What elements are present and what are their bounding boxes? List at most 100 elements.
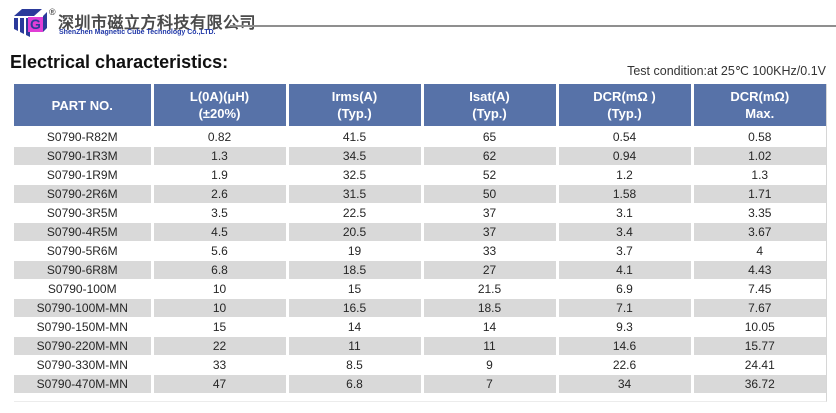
part-no-cell: S0790-470M-MN	[14, 374, 152, 394]
part-no-cell: S0790-1R9M	[46, 168, 118, 182]
col-header-sub: (±20%)	[198, 106, 241, 121]
part-no-cell: S0790-6R8M	[14, 260, 152, 280]
value-cell: 20.5	[285, 222, 422, 242]
value-cell: 27	[420, 260, 557, 280]
value-cell: 14	[420, 317, 557, 337]
table-row: S0790-5R6M 5.6 19 33 3.7 4	[14, 241, 826, 261]
value-cell: 8.5	[285, 355, 422, 375]
col-header-sub: (Typ.)	[472, 106, 507, 121]
value-cell: 6.9	[555, 279, 692, 299]
part-no-cell: S0790-100M	[47, 282, 117, 296]
value-cell: 7.67	[690, 298, 826, 318]
company-name-chinese: 深圳市磁立方科技有限公司	[58, 15, 257, 32]
value-cell: 9	[420, 355, 557, 375]
value-cell: 10.05	[690, 317, 826, 337]
electrical-characteristics-table-wrap: PART NO. L(0A)(μH) (±20%) Irms(A) (Typ.) I…	[14, 84, 827, 402]
value-cell: 7.1	[555, 298, 692, 318]
part-no-cell: S0790-330M-MN	[36, 358, 128, 372]
value-cell: 7	[420, 374, 557, 394]
value-cell: 14.6	[555, 336, 692, 356]
value-cell: 4.5	[150, 222, 287, 242]
value-cell: 5.6	[150, 241, 287, 261]
value-cell: 0.54	[555, 127, 692, 147]
value-cell: 4.1	[555, 260, 692, 280]
value-cell: 1.3	[150, 146, 287, 166]
value-cell: 65	[420, 127, 557, 147]
value-cell: 62	[420, 146, 557, 166]
value-cell: 10	[150, 279, 287, 299]
value-cell: 32.5	[285, 165, 422, 185]
part-no-cell: S0790-R82M	[46, 130, 118, 144]
col-header-label: Irms(A)	[331, 89, 378, 104]
value-cell: 18.5	[420, 298, 557, 318]
col-header-sub: (Typ.)	[337, 106, 372, 121]
test-condition-note: Test condition:at 25℃ 100KHz/0.1V	[627, 64, 826, 78]
value-cell: 3.5	[150, 203, 287, 223]
value-cell: 24.41	[690, 355, 826, 375]
value-cell: 22.6	[555, 355, 692, 375]
col-header-label: DCR(mΩ)	[730, 89, 790, 104]
col-header-inductance: L(0A)(μH) (±20%)	[150, 84, 287, 128]
part-no-cell: S0790-5R6M	[46, 244, 118, 258]
value-cell: 3.67	[690, 222, 826, 242]
col-header-sub: Max.	[745, 106, 775, 121]
value-cell: 33	[420, 241, 557, 261]
value-cell: 1.71	[690, 184, 826, 204]
value-cell: 4	[690, 241, 826, 261]
company-name-english: ShenZhen Magnetic Cube Technology Co.,LT…	[59, 29, 216, 36]
value-cell: 19	[285, 241, 422, 261]
col-header-label: PART NO.	[51, 97, 113, 113]
table-row: S0790-150M-MN 15 14 14 9.3 10.05	[14, 317, 826, 337]
table-row: S0790-3R5M 3.5 22.5 37 3.1 3.35	[14, 203, 826, 223]
part-no-cell: S0790-4R5M	[14, 222, 152, 242]
col-header-sub: (Typ.)	[607, 106, 642, 121]
value-cell: 6.8	[285, 374, 422, 394]
table-row: S0790-2R6M 2.6 31.5 50 1.58 1.71	[14, 184, 826, 204]
value-cell: 1.58	[555, 184, 692, 204]
header-divider-line	[230, 25, 836, 27]
value-cell: 37	[420, 203, 557, 223]
table-row: S0790-100M 10 15 21.5 6.9 7.45	[14, 279, 826, 299]
value-cell: 14	[285, 317, 422, 337]
table-row: S0790-6R8M 6.8 18.5 27 4.1 4.43	[14, 260, 826, 280]
col-header-dcr-typ: DCR(mΩ ) (Typ.)	[555, 84, 692, 128]
value-cell: 4.43	[690, 260, 826, 280]
value-cell: 0.58	[690, 127, 826, 147]
col-header-dcr-max: DCR(mΩ) Max.	[690, 84, 826, 128]
value-cell: 52	[420, 165, 557, 185]
value-cell: 9.3	[555, 317, 692, 337]
table-row: S0790-R82M 0.82 41.5 65 0.54 0.58	[14, 127, 826, 147]
value-cell: 21.5	[420, 279, 557, 299]
part-no-cell: S0790-150M-MN	[36, 320, 128, 334]
registered-trademark-symbol: ®	[49, 7, 56, 17]
value-cell: 22.5	[285, 203, 422, 223]
table-body: S0790-R82M 0.82 41.5 65 0.54 0.58 S0790-1R3M 1.…	[14, 127, 826, 394]
col-header-label: DCR(mΩ )	[593, 89, 656, 104]
page-title: Electrical characteristics:	[10, 52, 229, 72]
electrical-characteristics-table: PART NO. L(0A)(μH) (±20%) Irms(A) (Typ.) I…	[14, 84, 826, 394]
value-cell: 22	[150, 336, 287, 356]
value-cell: 6.8	[150, 260, 287, 280]
table-row: S0790-470M-MN 47 6.8 7 34 36.72	[14, 374, 826, 394]
part-no-cell: S0790-2R6M	[14, 184, 152, 204]
table-row: S0790-1R3M 1.3 34.5 62 0.94 1.02	[14, 146, 826, 166]
value-cell: 1.3	[690, 165, 826, 185]
part-no-cell: S0790-1R3M	[14, 146, 152, 166]
part-no-cell: S0790-220M-MN	[14, 336, 152, 356]
value-cell: 11	[285, 336, 422, 356]
part-no-cell: S0790-3R5M	[46, 206, 118, 220]
col-header-label: Isat(A)	[469, 89, 510, 104]
value-cell: 41.5	[285, 127, 422, 147]
table-row: S0790-220M-MN 22 11 11 14.6 15.77	[14, 336, 826, 356]
value-cell: 33	[150, 355, 287, 375]
table-header-row: PART NO. L(0A)(μH) (±20%) Irms(A) (Typ.) I…	[14, 84, 826, 128]
col-header-part-no: PART NO.	[14, 84, 152, 128]
col-header-label: L(0A)(μH)	[189, 89, 250, 104]
value-cell: 10	[150, 298, 287, 318]
value-cell: 31.5	[285, 184, 422, 204]
value-cell: 1.9	[150, 165, 287, 185]
value-cell: 1.02	[690, 146, 826, 166]
col-header-irms: Irms(A) (Typ.)	[285, 84, 422, 128]
value-cell: 36.72	[690, 374, 826, 394]
svg-text:G: G	[30, 16, 41, 32]
